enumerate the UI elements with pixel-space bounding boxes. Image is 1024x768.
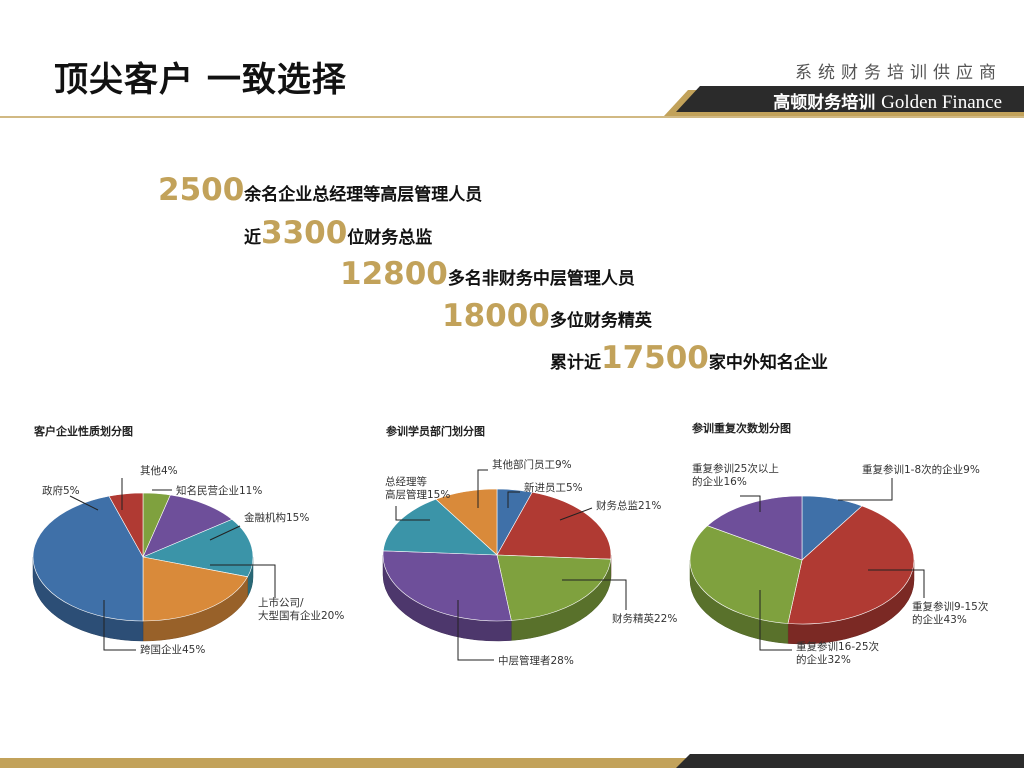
pie-slice — [142, 494, 233, 558]
slice-label: 新进员工5% — [524, 481, 583, 494]
leader-line — [210, 564, 276, 598]
pie-slice — [382, 498, 498, 556]
pie-slice — [496, 491, 612, 560]
pie-slice — [496, 554, 612, 621]
slice-label: 知名民营企业11% — [176, 484, 262, 497]
pie-title-department: 参训学员部门划分图 — [386, 425, 485, 438]
pie-title-repeat-count: 参训重复次数划分图 — [692, 422, 791, 435]
stat-enterprises: 累计近17500家中外知名企业 — [550, 340, 828, 376]
leader-line — [759, 590, 792, 651]
leader-line — [740, 495, 761, 512]
pie-title-enterprise-type: 客户企业性质划分图 — [34, 425, 133, 438]
stat-executives: 2500余名企业总经理等高层管理人员 — [158, 172, 483, 208]
leader-line — [457, 600, 494, 661]
leader-line — [868, 569, 925, 598]
stat-number: 18000 — [442, 298, 550, 334]
slice-label: 重复参训9-15次的企业43% — [912, 600, 989, 626]
leader-line — [559, 507, 593, 521]
stat-finance-elites: 18000多位财务精英 — [442, 298, 652, 334]
slice-label: 其他部门员工9% — [492, 458, 572, 471]
brand-band-dark — [676, 86, 1024, 112]
leader-line — [395, 506, 430, 521]
slice-label: 金融机构15% — [244, 511, 309, 524]
slice-label: 政府5% — [42, 484, 80, 497]
pie-slice — [435, 488, 498, 556]
footer-gold — [0, 758, 1024, 768]
leader-line — [477, 469, 488, 508]
brand-subtitle: 系统财务培训供应商 — [795, 63, 1002, 83]
pie-slice — [142, 556, 249, 622]
slice-label: 财务精英22% — [612, 612, 677, 625]
pie-chart-2: 重复参训1-8次的企业9% 重复参训9-15次的企业43% 重复参训16-25次的企… — [689, 462, 989, 666]
pie-slice — [141, 519, 254, 578]
leader-line — [103, 600, 136, 651]
brand-cn: 高顿财务培训 — [773, 93, 876, 113]
slice-label: 重复参训16-25次的企业32% — [796, 640, 880, 666]
header-band — [0, 86, 1024, 118]
pie-slice — [108, 492, 144, 559]
leader-line — [838, 478, 893, 501]
slice-label: 财务总监21% — [596, 499, 661, 512]
stat-cfos: 近3300位财务总监 — [244, 215, 433, 251]
leader-line — [507, 491, 520, 508]
pie-slice — [382, 550, 512, 622]
stat-number: 12800 — [340, 256, 448, 292]
stat-number: 3300 — [261, 215, 348, 251]
leader-line — [562, 579, 627, 610]
footer-band — [0, 754, 1024, 768]
stat-managers: 12800多名非财务中层管理人员 — [340, 256, 635, 292]
pie-slice — [787, 505, 915, 625]
footer-dark — [676, 754, 1024, 768]
stat-number: 2500 — [158, 172, 245, 208]
leader-line — [209, 525, 241, 541]
pie-chart-1: 新进员工5% 财务总监21% 财务精英22% 中层管理者28% 总经理等高层管理15% 其… — [382, 458, 677, 667]
slice-label: 其他4% — [140, 464, 178, 477]
slice-label: 重复参训25次以上的企业16% — [692, 462, 779, 488]
pie-chart-0: 其他4% 知名民营企业11% 金融机构15% 上市公司/大型国有企业20% 跨国企业45… — [32, 464, 344, 656]
slice-label: 上市公司/大型国有企业20% — [258, 596, 344, 622]
slice-label: 跨国企业45% — [140, 643, 205, 656]
pie-slice — [706, 495, 803, 561]
leader-line — [69, 495, 99, 511]
page-title: 顶尖客户 一致选择 — [54, 60, 347, 100]
slice-label: 重复参训1-8次的企业9% — [862, 463, 980, 476]
brand-label: 高顿财务培训 Golden Finance — [773, 90, 1002, 116]
slice-label: 中层管理者28% — [498, 654, 574, 667]
stat-number: 17500 — [601, 340, 709, 376]
slice-label: 总经理等高层管理15% — [385, 475, 450, 501]
brand-en: Golden Finance — [881, 92, 1002, 113]
